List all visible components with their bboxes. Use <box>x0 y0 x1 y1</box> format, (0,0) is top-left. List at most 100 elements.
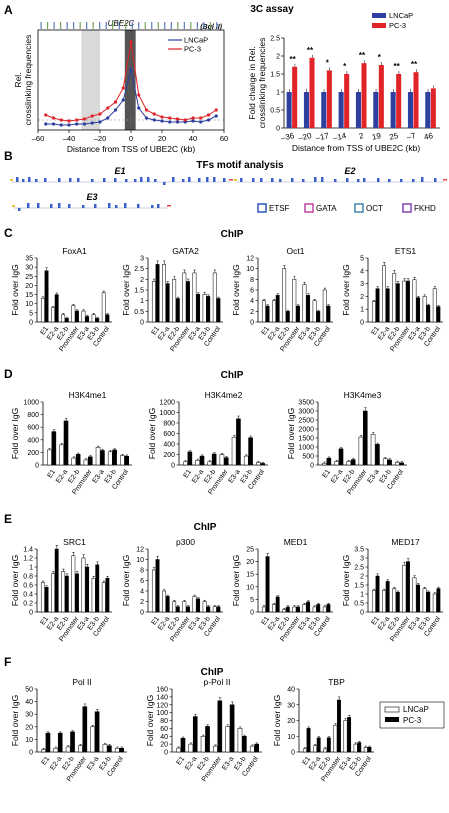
x-axis-label: Distance from TSS of UBE2C (kb) <box>292 143 420 153</box>
x-tick-label: –20 <box>297 131 312 143</box>
data-point <box>183 118 187 122</box>
x-tick-label: E2-a <box>184 755 198 771</box>
bar-lncap <box>237 728 243 753</box>
bar-lncap <box>101 292 106 323</box>
bar-pc3 <box>326 457 332 466</box>
significance-mark: * <box>343 62 347 71</box>
bar-pc3 <box>82 706 88 753</box>
bar-pc3 <box>112 449 117 466</box>
bar-lncap <box>312 300 317 323</box>
bar-pc-3 <box>326 70 332 128</box>
track-start-marker <box>10 179 13 181</box>
bar-lncap <box>162 590 166 613</box>
y-tick-label: 2 <box>276 54 280 61</box>
chart-3c-line: –60 –40 –20 0 20 40 60 Distance from TSS of UBE… <box>13 22 228 154</box>
bar-pc3 <box>385 581 390 613</box>
motif-site <box>137 204 140 208</box>
motif-site <box>18 208 21 211</box>
bar-lncap <box>172 279 177 323</box>
legend-swatch <box>384 706 400 713</box>
region-label-e1: E1 <box>114 166 125 176</box>
bar-pc3 <box>44 587 49 613</box>
y-tick-label: 1000 <box>298 445 314 452</box>
bar-lncap <box>371 301 376 323</box>
motif-site <box>154 179 157 182</box>
data-point <box>44 122 48 126</box>
bar-lncap <box>71 555 76 613</box>
bar-pc3 <box>367 747 372 753</box>
data-point <box>175 120 180 124</box>
bar-lncap <box>323 748 328 753</box>
x-tick-label: 20 <box>158 134 166 143</box>
x-tick-label: –20 <box>94 134 107 143</box>
legend-label: ETSF <box>269 204 290 213</box>
bar-pc3 <box>265 556 270 613</box>
motif-site <box>108 203 111 208</box>
data-point <box>137 106 141 110</box>
bar-lncap <box>212 606 217 613</box>
y-axis-label-line: Rel. <box>13 72 23 87</box>
bar-lncap <box>107 451 113 466</box>
y-tick-label: 80 <box>160 718 168 725</box>
track-start-marker <box>12 205 15 207</box>
motif-site <box>172 177 175 182</box>
y-tick-label: 1.5 <box>134 288 144 295</box>
bar-pc3 <box>95 564 100 613</box>
x-tick-label: E1 <box>261 325 272 336</box>
y-tick-label: 800 <box>27 412 39 419</box>
y-tick-label: 0 <box>29 320 33 327</box>
bar-lncap <box>422 588 427 613</box>
bar-lncap <box>402 280 407 323</box>
y-tick-label: 30 <box>25 265 33 272</box>
y-tick-label: 140 <box>156 694 168 701</box>
x-tick-label: 19 <box>371 131 382 142</box>
y-tick-label: 3 <box>140 256 144 263</box>
bar-lncap <box>47 449 52 466</box>
bar-pc3 <box>192 716 198 753</box>
x-tick-label: –40 <box>63 134 76 143</box>
data-point <box>106 116 110 120</box>
panel-label-a: A <box>4 3 13 17</box>
y-tick-label: 2500 <box>298 418 314 425</box>
panel-e-title: ChIP <box>194 522 217 533</box>
y-tick-label: 200 <box>163 452 175 459</box>
x-tick-label: –36 <box>280 131 295 143</box>
motif-site <box>223 178 226 182</box>
significance-mark: ** <box>307 46 314 55</box>
bar-pc3 <box>196 598 201 613</box>
x-tick-label: E1 <box>261 615 272 626</box>
bar-lncap <box>382 458 388 466</box>
bar-lncap <box>91 314 96 323</box>
bar-lncap <box>195 460 200 466</box>
bar-pc3 <box>85 316 90 323</box>
legend-swatch <box>304 203 314 213</box>
track-end-marker <box>167 205 171 207</box>
bar-lncap <box>412 279 417 323</box>
bar-lncap <box>303 92 309 128</box>
bar-lncap <box>151 281 156 323</box>
y-axis-label: Fold over IgG <box>341 264 351 316</box>
bar-lncap <box>192 272 197 323</box>
motif-site <box>163 182 166 185</box>
y-axis-label-line: Fold change in Rel. <box>247 46 257 119</box>
bar-lncap <box>41 749 46 753</box>
bar-lncap <box>188 743 194 753</box>
bar-lncap <box>371 590 376 613</box>
bar-pc3 <box>175 298 180 323</box>
bar-lncap <box>272 300 276 323</box>
data-point <box>82 117 87 121</box>
data-point <box>98 112 102 116</box>
chart-title: Oct1 <box>287 246 305 256</box>
motif-site <box>147 177 150 182</box>
bar-pc3 <box>306 728 311 753</box>
y-tick-label: 0 <box>360 320 364 327</box>
legend-label: PC-3 <box>403 716 422 725</box>
data-point <box>168 116 172 120</box>
bar-lncap <box>202 601 207 613</box>
bar-pc3 <box>105 578 110 613</box>
bar-pc3 <box>186 606 190 613</box>
bar-lncap <box>207 461 213 466</box>
chart-title: p-Pol II <box>204 677 231 687</box>
bar-lncap <box>390 92 396 128</box>
legend-label: PC-3 <box>389 21 406 30</box>
